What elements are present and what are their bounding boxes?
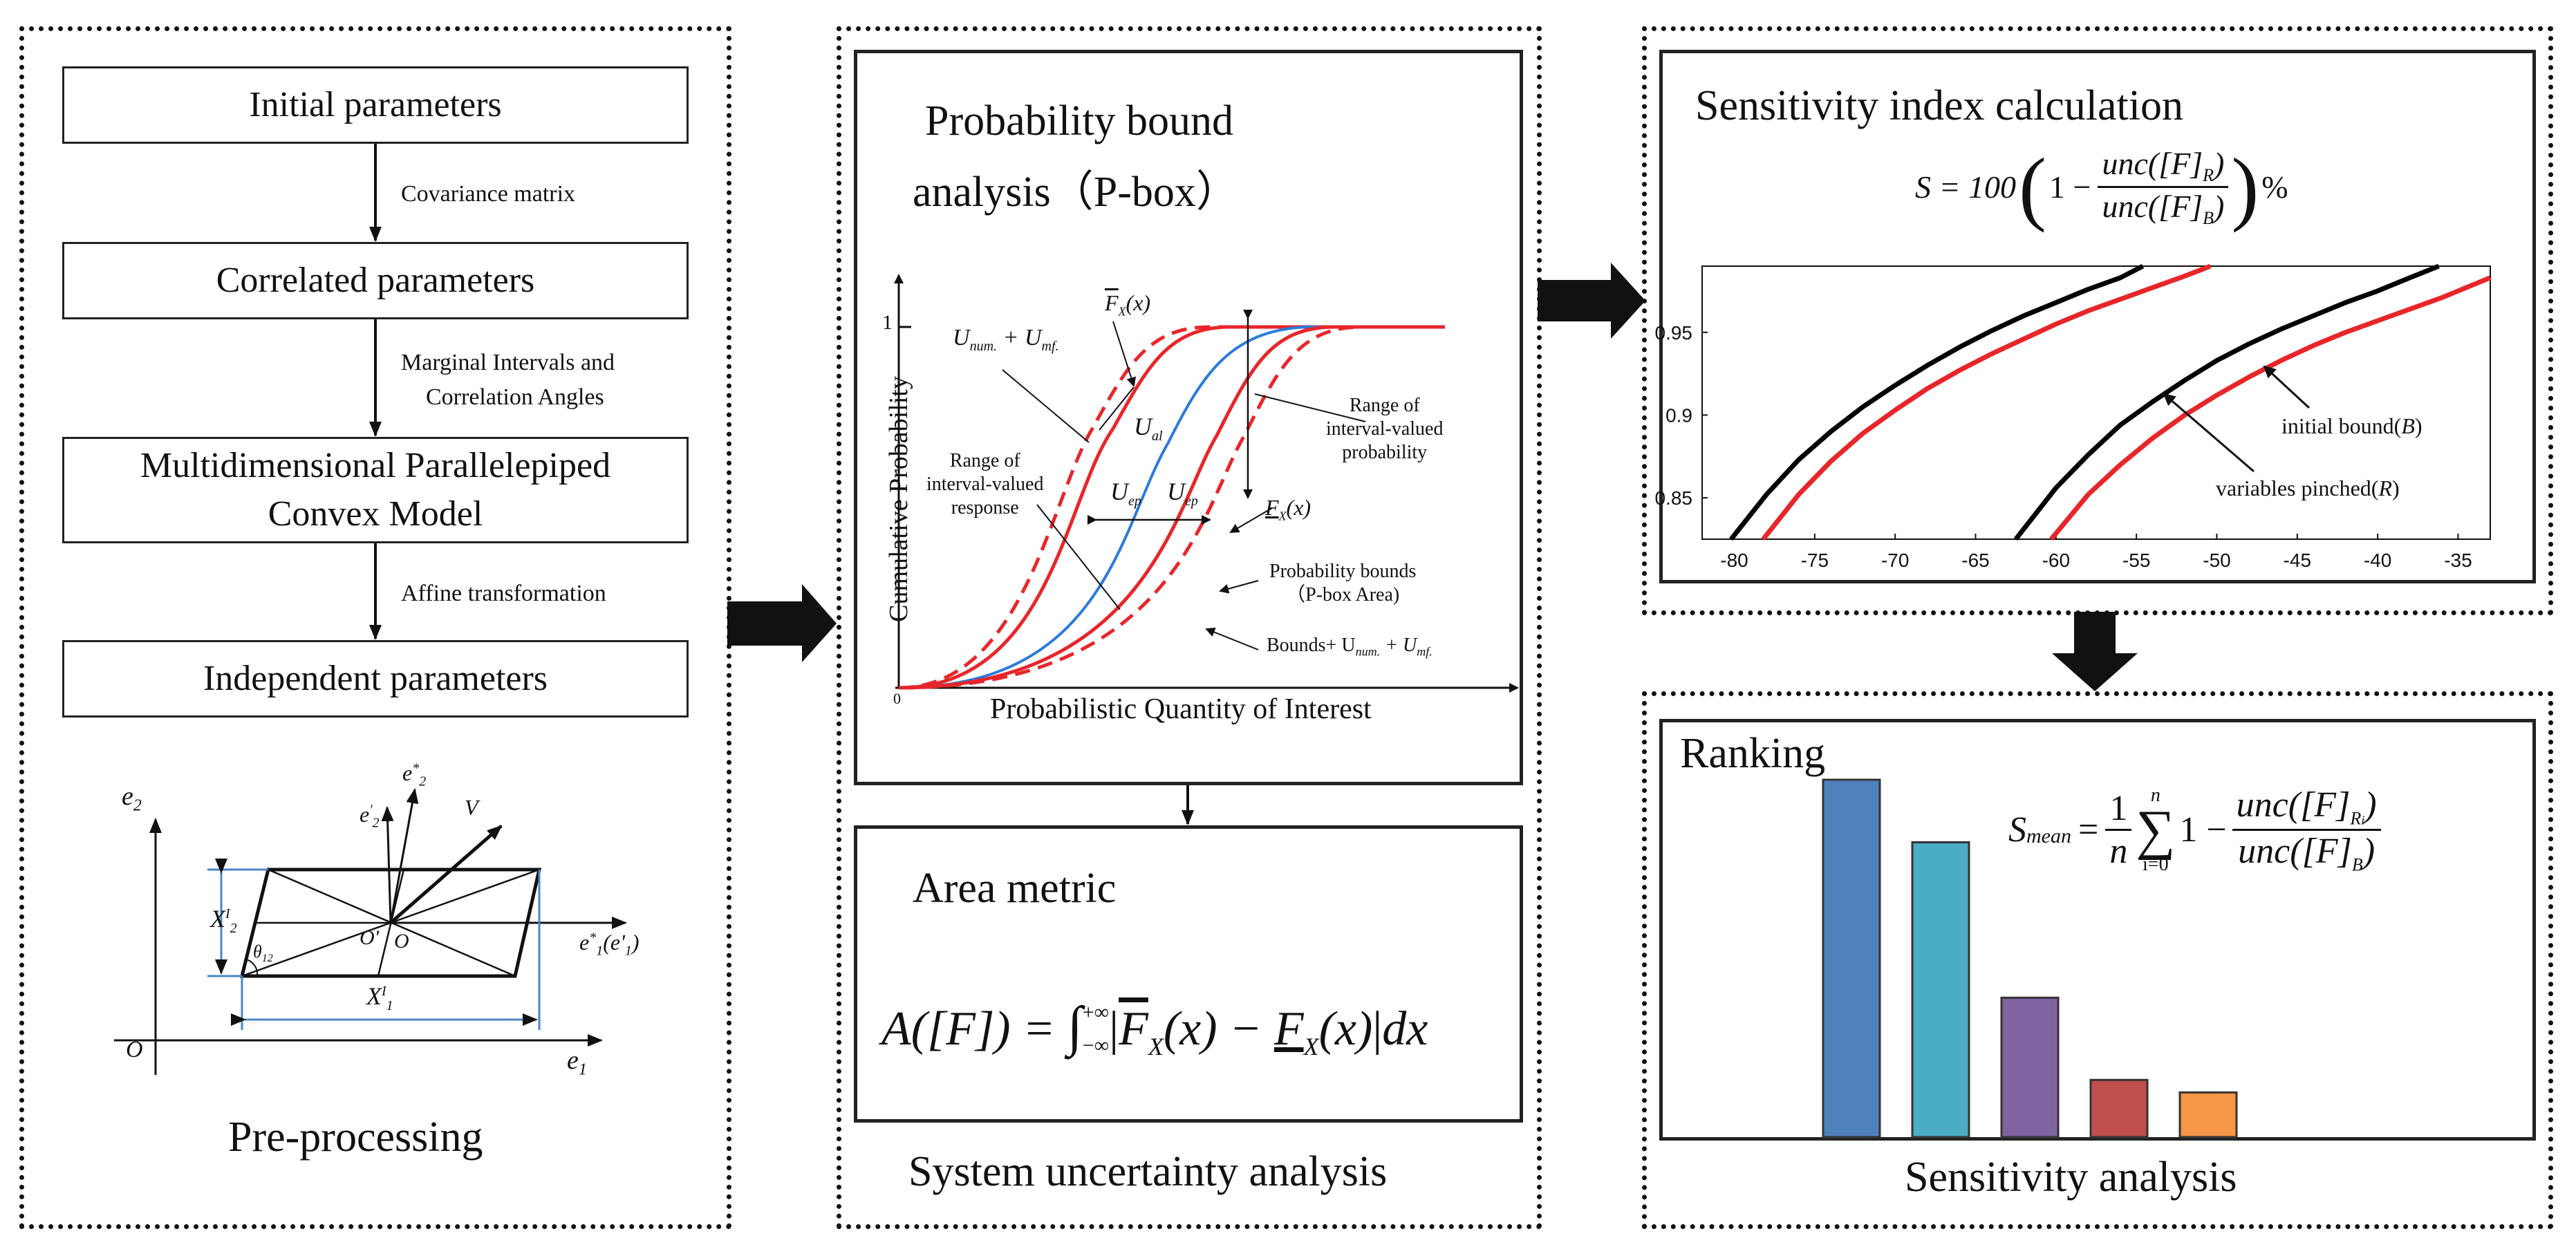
initial-parameters-box: Initial parameters [62,66,689,144]
bar-5 [2178,1091,2238,1138]
arrow-to-middle [727,584,837,662]
x-tick-label: -50 [2203,550,2230,571]
axis-e1-label: e1 [567,1046,587,1079]
arrow-down-right [2052,612,2138,691]
arrow-to-right [1538,263,1645,339]
label-ual: Ual [1134,413,1163,444]
origin-label: O [126,1037,143,1062]
pbounds-label: Probability bounds （P-box Area) [1269,561,1417,606]
correlated-parameters-label: Correlated parameters [216,261,535,300]
correlated-parameters-box: Correlated parameters [62,242,689,319]
initial-parameters-label: Initial parameters [249,85,502,124]
x2-label: XI2 [210,905,237,937]
origin-inner-label: O [394,930,409,953]
preprocessing-caption: Pre-processing [228,1114,483,1161]
covariance-matrix-label: Covariance matrix [401,181,576,207]
bar-3 [2000,996,2060,1138]
series-line-1 [1729,263,2145,541]
e2-prime-label: e'2 [360,802,380,831]
label-uep-left: Uep [1110,478,1141,509]
legend-arrow-initial [2263,365,2311,409]
axis-e2-label: e2 [122,782,142,815]
label-fbar: FX(x) [1105,290,1151,319]
independent-parameters-label: Independent parameters [203,659,548,698]
sensitivity-analysis-panel [1642,691,2553,1229]
x-tick-label: -70 [1881,550,1909,571]
sensitivity-index-title: Sensitivity index calculation [1695,82,2183,129]
line-chart-frame [1701,265,2491,540]
y-tick-label: 0.85 [1655,487,1693,509]
parallelepiped-model-line1: Multidimensional Parallelepiped [140,446,611,485]
pbox-box [854,50,1523,785]
series-line-3 [2013,263,2440,541]
x-tick-label: -65 [1961,550,1989,571]
x1-label: XI1 [366,982,393,1014]
affine-transformation-label: Affine transformation [401,581,606,606]
bar-4 [2089,1078,2149,1138]
pbox-tick-zero: 0 [893,690,901,707]
independent-parameters-box: Independent parameters [62,640,689,718]
area-metric-title: Area metric [913,865,1117,912]
x-tick-label: -60 [2042,550,2070,571]
area-metric-formula: A([F]) = ∫ +∞ −∞ |FX(x) − FX(x)|dx [881,996,1428,1060]
sensitivity-index-formula: S = 100 ( 1 − unc([F]R) unc([F]B) ) % [1915,140,2288,233]
legend-arrow-pinched [2163,393,2255,473]
pbox-title-line1: Probability bound [925,97,1234,144]
ranking-box [1659,719,2536,1141]
pbox-tick-one: 1 [882,311,893,334]
pbox-xlabel: Probabilistic Quantity of Interest [990,693,1372,725]
series-line-2 [1761,263,2212,541]
bar-2 [1911,841,1970,1138]
marginal-intervals-label: Marginal Intervals and [401,350,615,375]
parallelepiped-model-box: Multidimensional Parallelepiped Convex M… [62,437,689,543]
system-uncertainty-panel [837,26,1542,1229]
range-resp-label: Range of interval-valued response [926,450,1044,518]
sensitivity-analysis-caption: Sensitivity analysis [1905,1154,2237,1201]
legend-initial-bound: initial bound(B) [2281,413,2423,438]
ranking-title: Ranking [1680,730,1826,777]
y-tick-label: 0.95 [1655,322,1693,344]
origin-prime-label: O' [360,926,380,949]
x-tick-label: -35 [2444,550,2472,571]
label-uep-right: Uep [1167,478,1198,509]
range-prob-label: Range of interval-valued probability [1326,395,1444,463]
theta-label: θ12 [253,941,273,965]
x-tick-label: -80 [1720,550,1748,571]
e2-star-label: e*2 [402,760,427,789]
y-tick-label: 0.9 [1665,404,1692,426]
bounds-plus-label: Bounds+ Unum. + Umf. [1267,635,1432,659]
x-tick-label: -45 [2284,550,2311,571]
x-tick-label: -40 [2364,550,2391,571]
label-unum-umf: Unum. + Umf. [953,325,1059,354]
parallelepiped-model-line2: Convex Model [268,494,483,534]
system-uncertainty-caption: System uncertainty analysis [908,1148,1388,1195]
x-tick-label: -55 [2122,550,2150,571]
area-metric-box [854,825,1523,1123]
bar-1 [1822,778,1881,1138]
label-funder: FX(x) [1265,495,1312,523]
e1-star-label: e*1(e'1) [579,930,640,959]
legend-variables-pinched: variables pinched(R) [2216,476,2400,500]
correlation-angles-label: Correlation Angles [426,384,604,410]
vector-v-label: V [465,795,478,820]
pbox-title-line2: analysis（P-box） [913,169,1239,216]
series-line-4 [2049,275,2492,541]
x-tick-label: -75 [1801,550,1829,571]
sensitivity-index-panel [1642,26,2553,615]
